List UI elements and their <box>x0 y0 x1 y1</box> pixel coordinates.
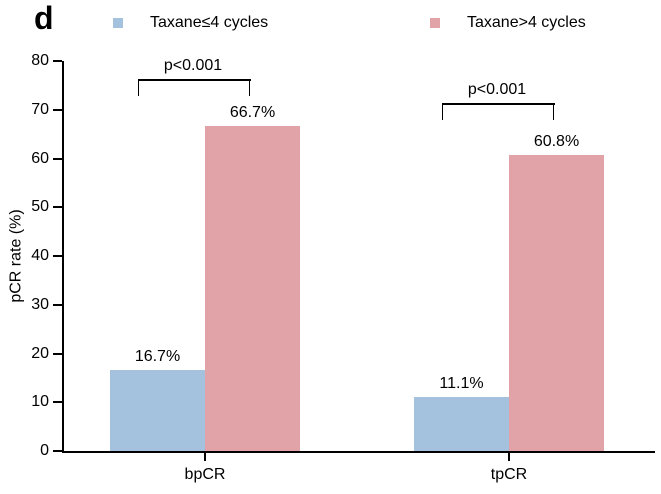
bar-le4-bpcr <box>110 369 205 451</box>
bar-value-label-bpcr: 66.7% <box>229 103 276 121</box>
bar-value-label-bpcr: 16.7% <box>134 347 181 365</box>
legend-swatch-blue <box>113 17 123 28</box>
y-tick-mark <box>53 401 62 404</box>
significance-bracket-horizontal <box>137 79 251 81</box>
y-tick-label: 0 <box>40 442 49 459</box>
y-tick-mark <box>53 60 62 62</box>
significance-bracket-end <box>137 79 140 96</box>
x-tick-mark <box>204 453 206 461</box>
y-tick-label: 50 <box>31 198 49 216</box>
y-tick-label: 30 <box>31 295 49 313</box>
x-tick-mark <box>508 453 510 461</box>
legend-item-taxane-gt4-cycles: Taxane>4 cycles <box>430 13 586 32</box>
significance-label-tpcr: p<0.001 <box>467 81 527 98</box>
y-tick-label: 80 <box>31 52 49 69</box>
y-tick-mark <box>53 352 62 355</box>
y-tick-mark <box>53 108 62 111</box>
bar-value-label-tpcr: 11.1% <box>439 374 484 392</box>
legend-label: Taxane≤4 cycles <box>150 14 269 31</box>
significance-bracket-end <box>441 103 444 120</box>
y-tick-label: 10 <box>31 393 49 411</box>
legend-label: Taxane>4 cycles <box>467 14 586 31</box>
significance-bracket-end <box>552 103 555 120</box>
significance-bracket-end <box>248 79 251 96</box>
y-tick-mark <box>53 157 62 160</box>
x-axis-line <box>62 451 655 453</box>
bar-value-label-tpcr: 60.8% <box>533 132 580 150</box>
y-tick-label: 20 <box>31 344 49 362</box>
y-tick-mark <box>53 450 62 452</box>
bar-le4-tpcr <box>414 396 509 451</box>
significance-label-bpcr: p<0.001 <box>163 57 223 74</box>
y-axis-line <box>62 61 64 453</box>
legend-swatch-pink <box>430 17 440 28</box>
x-tick-label-tpcr: tpCR <box>490 466 528 483</box>
bar-gt4-bpcr <box>205 125 300 451</box>
x-tick-label-bpcr: bpCR <box>184 466 226 483</box>
y-tick-mark <box>53 255 62 257</box>
y-tick-mark <box>53 303 62 306</box>
y-tick-label: 60 <box>31 149 49 167</box>
panel-label: d <box>34 0 54 36</box>
legend-item-taxane-le4-cycles: Taxane≤4 cycles <box>113 13 268 32</box>
bar-gt4-tpcr <box>509 154 604 451</box>
y-tick-label: 70 <box>31 100 49 118</box>
y-tick-label: 40 <box>31 247 49 264</box>
significance-bracket-horizontal <box>441 103 555 105</box>
y-tick-mark <box>53 206 62 209</box>
